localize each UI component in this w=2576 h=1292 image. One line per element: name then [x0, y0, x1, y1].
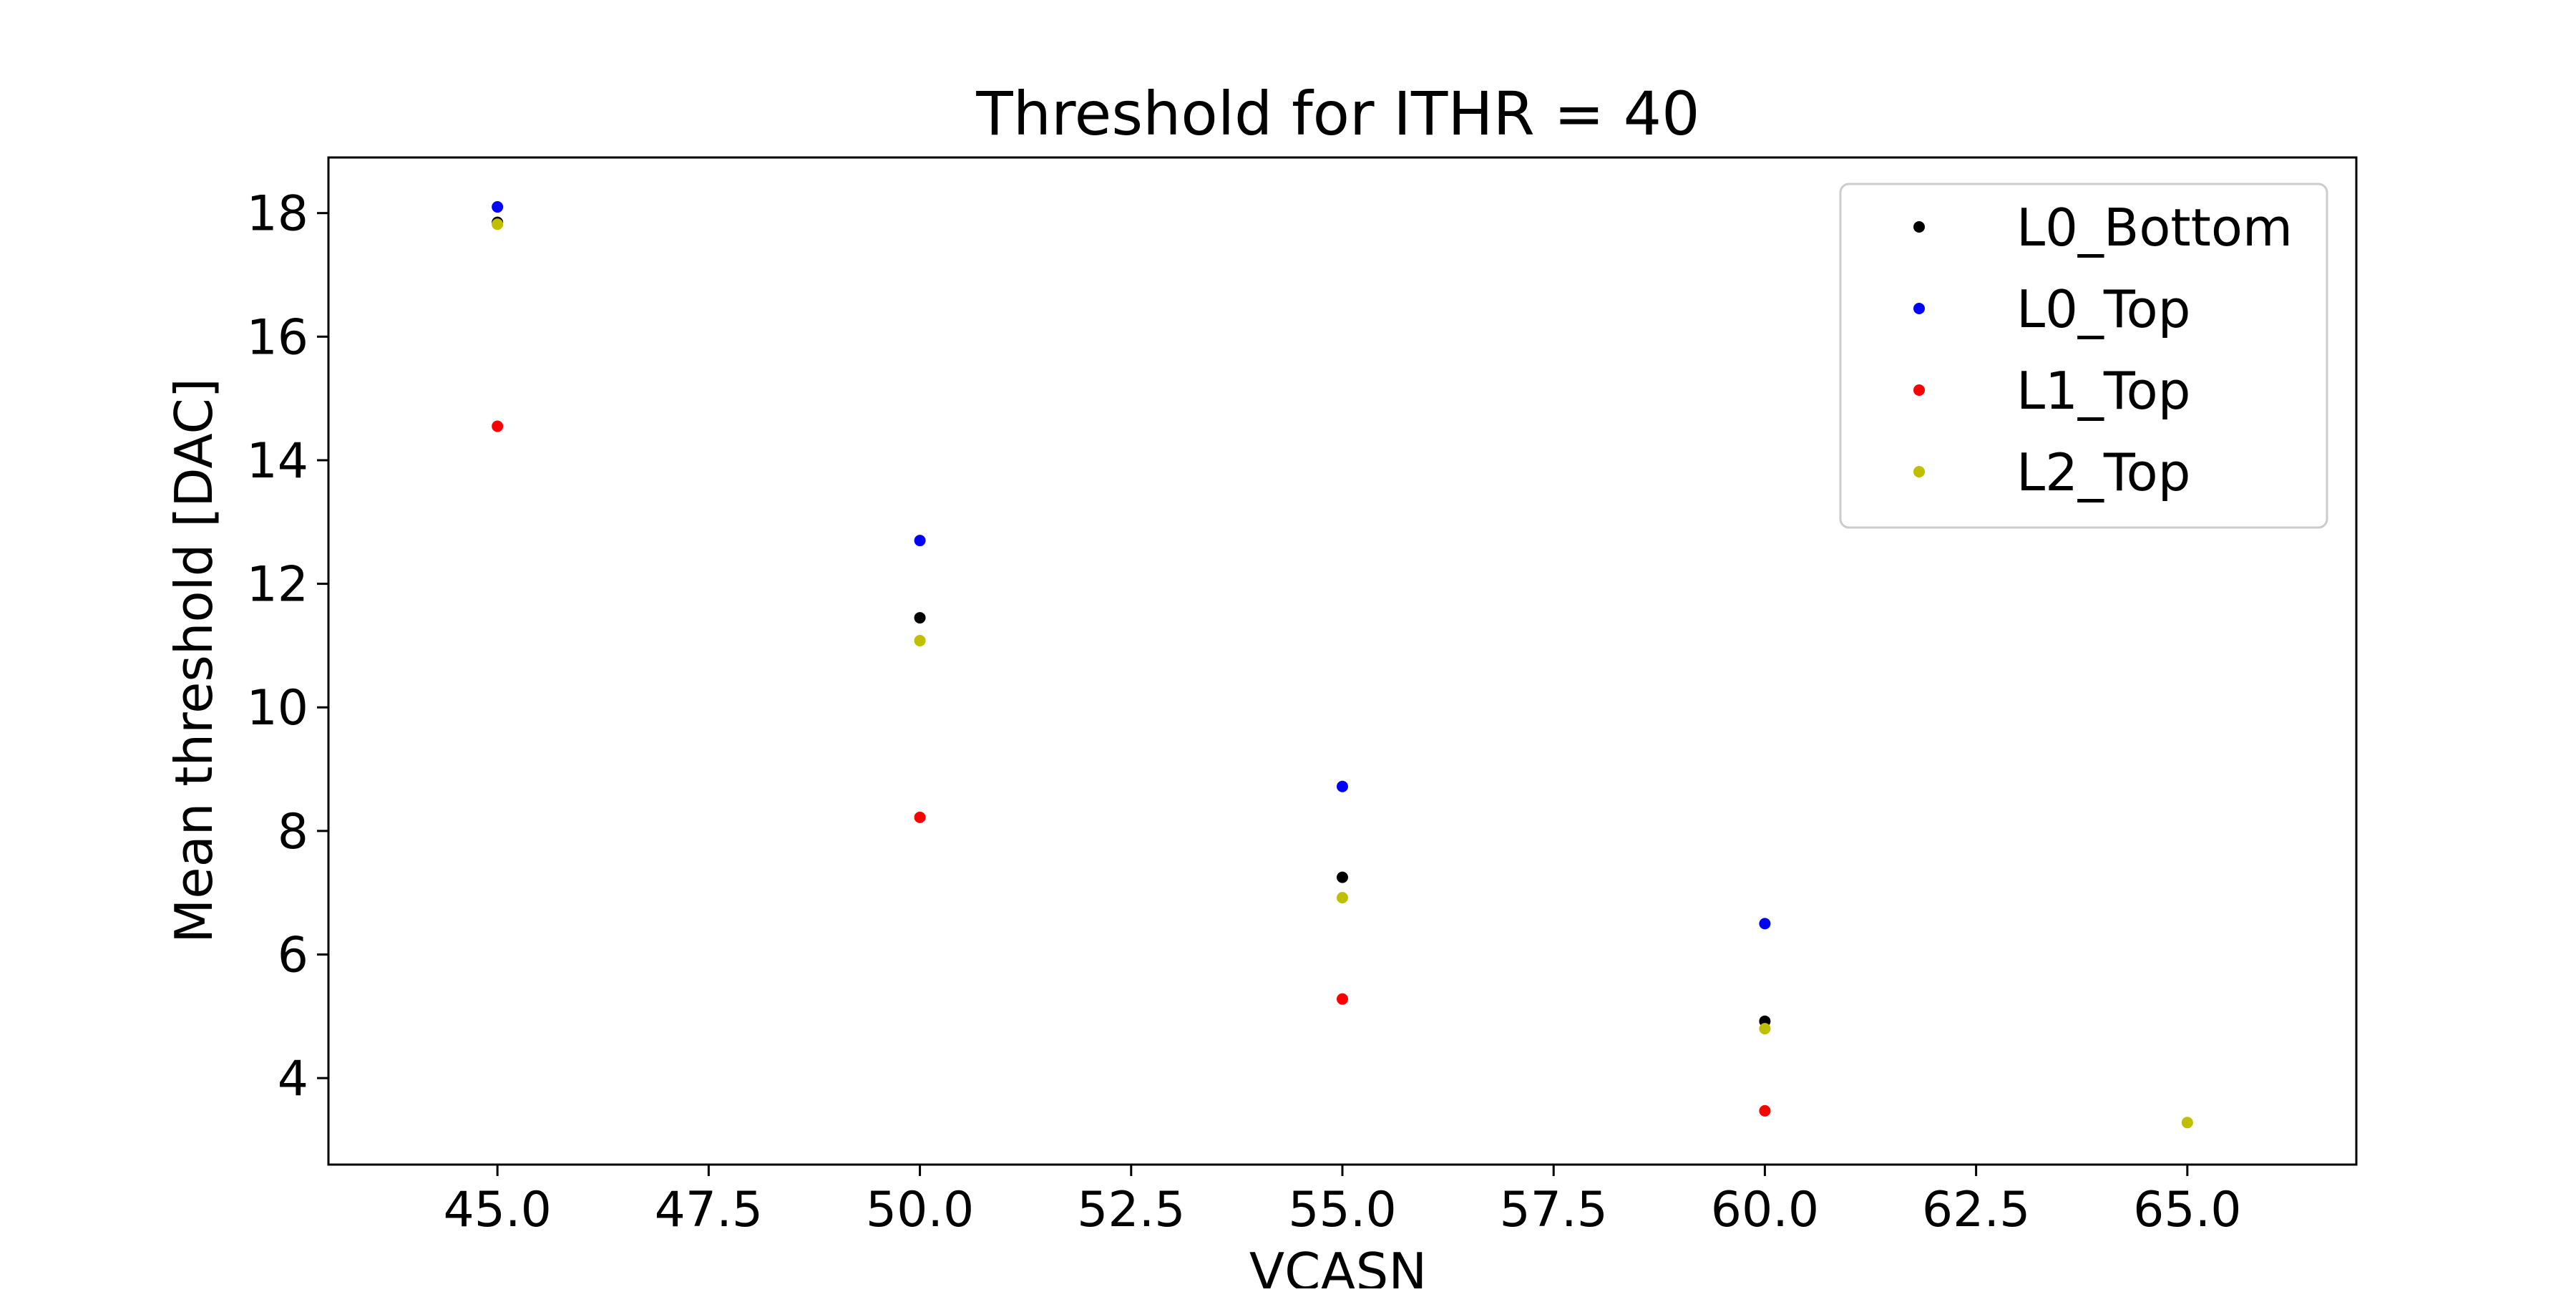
- plot-points: [492, 201, 2193, 1129]
- y-axis-label: Mean threshold [DAC]: [164, 378, 224, 943]
- data-point: [492, 420, 504, 432]
- chart-title: Threshold for ITHR = 40: [975, 79, 1699, 149]
- legend-item: L1_Top: [1913, 361, 2190, 421]
- series-L2_Top: [492, 218, 2193, 1129]
- legend-marker: [1913, 303, 1925, 314]
- x-tick-label: 65.0: [2133, 1182, 2241, 1238]
- x-axis-label: VCASN: [1249, 1242, 1427, 1288]
- plot-frame: [327, 156, 2358, 1166]
- y-tick-label: 8: [278, 804, 308, 860]
- x-axis: 45.0 47.5 50.0 52.5 55.0 57.5 60.0 62.5 65.0: [443, 1165, 2242, 1238]
- x-tick-label: 47.5: [655, 1182, 763, 1238]
- x-tick-label: 62.5: [1922, 1182, 2030, 1238]
- legend-marker: [1913, 384, 1925, 396]
- x-tick-label: 52.5: [1077, 1182, 1185, 1238]
- data-point: [2181, 1117, 2193, 1129]
- legend-label: L0_Bottom: [2016, 198, 2293, 258]
- legend-marker: [1913, 466, 1925, 477]
- data-point: [914, 535, 926, 547]
- legend-item: L2_Top: [1913, 442, 2190, 502]
- y-axis: 4 6 8 10 12 14 16 18: [246, 186, 328, 1107]
- legend-marker: [1913, 221, 1925, 233]
- data-point: [1337, 871, 1348, 883]
- y-tick-label: 10: [246, 680, 308, 737]
- data-point: [492, 218, 504, 230]
- series-L0_Top: [492, 201, 1771, 930]
- data-point: [914, 811, 926, 823]
- y-tick-label: 18: [246, 186, 308, 243]
- data-point: [1337, 993, 1348, 1005]
- y-tick-label: 4: [278, 1051, 308, 1107]
- x-tick-label: 55.0: [1288, 1182, 1396, 1238]
- y-tick-label: 16: [246, 309, 308, 366]
- data-point: [914, 612, 926, 624]
- data-point: [1337, 780, 1348, 792]
- x-tick-label: 60.0: [1711, 1182, 1819, 1238]
- data-point: [1337, 892, 1348, 904]
- legend-label: L2_Top: [2016, 442, 2190, 502]
- data-point: [1759, 1023, 1771, 1035]
- y-tick-label: 14: [246, 433, 308, 490]
- data-point: [492, 201, 504, 213]
- y-tick-label: 12: [246, 557, 308, 613]
- legend: L0_Bottom L0_Top L1_Top L2_Top: [1839, 183, 2328, 529]
- x-tick-label: 57.5: [1500, 1182, 1608, 1238]
- x-tick-label: 50.0: [866, 1182, 974, 1238]
- legend-item: L0_Bottom: [1913, 198, 2293, 258]
- legend-frame: [1839, 183, 2328, 529]
- data-point: [1759, 1104, 1771, 1117]
- x-tick-label: 45.0: [443, 1182, 551, 1238]
- legend-item: L0_Top: [1913, 279, 2190, 339]
- legend-label: L1_Top: [2016, 361, 2190, 421]
- y-tick-label: 6: [278, 928, 308, 984]
- data-point: [1759, 918, 1771, 930]
- data-point: [914, 635, 926, 647]
- series-L1_Top: [492, 420, 1771, 1117]
- legend-label: L0_Top: [2016, 279, 2190, 339]
